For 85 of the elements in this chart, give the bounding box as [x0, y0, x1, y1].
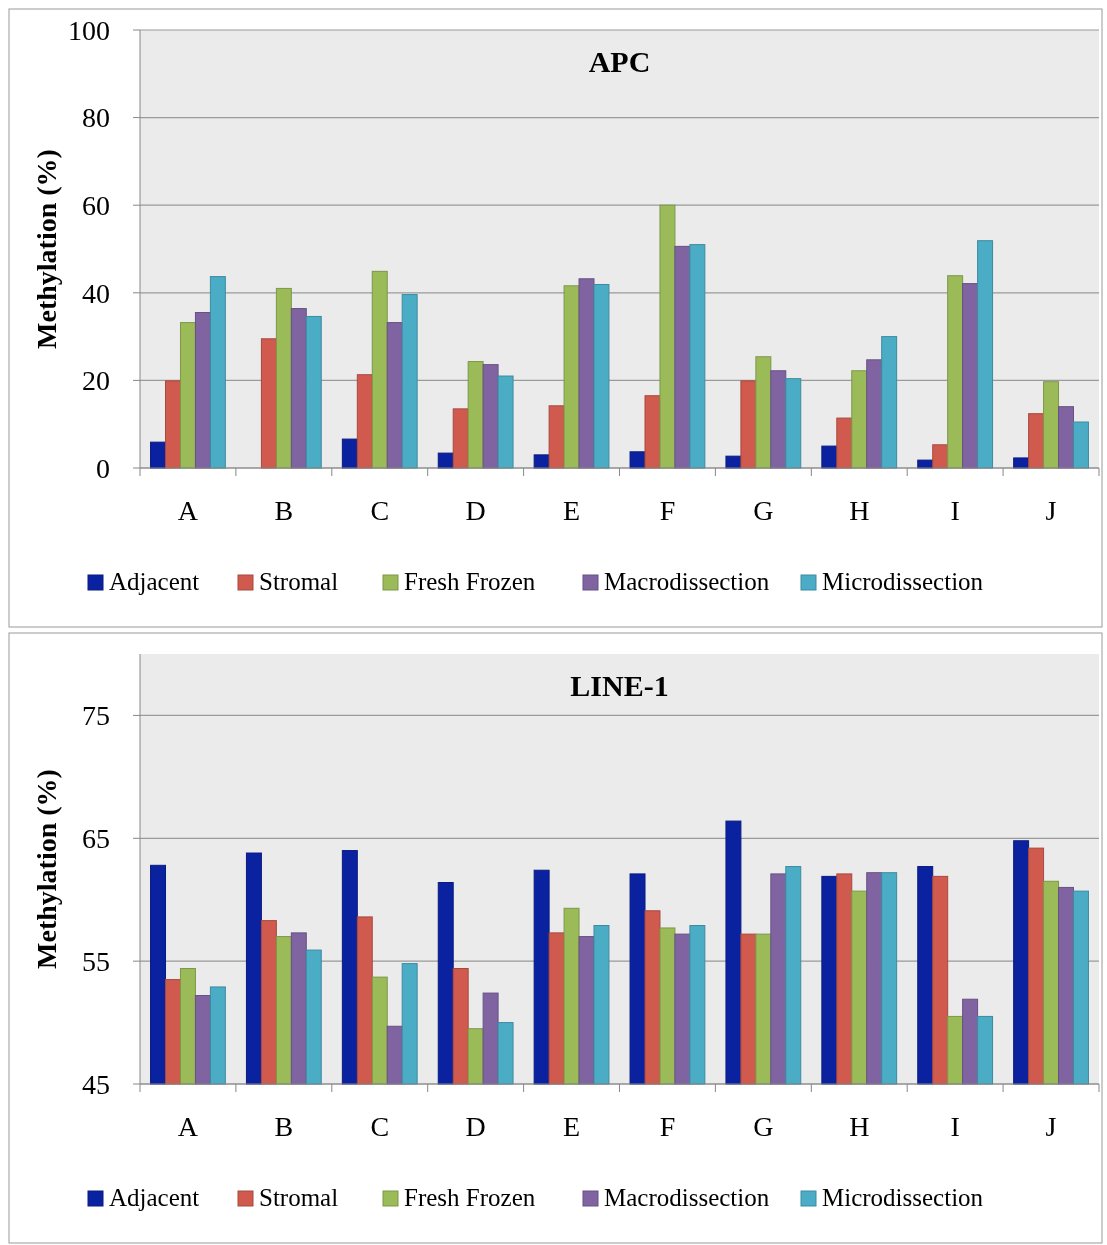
- bar: [275, 287, 292, 469]
- bar: [401, 294, 418, 469]
- legend-label: Microdissection: [822, 568, 984, 595]
- bar: [755, 356, 772, 469]
- bar: [482, 364, 499, 469]
- bar: [593, 283, 610, 469]
- bar: [371, 270, 388, 469]
- bar: [497, 375, 514, 469]
- legend-label: Microdissection: [822, 1184, 984, 1211]
- x-tick-label: A: [177, 495, 199, 526]
- x-tick-label: D: [465, 495, 486, 526]
- x-tick-label: J: [1045, 495, 1057, 526]
- x-tick-label: F: [659, 1111, 676, 1142]
- legend-label: Adjacent: [109, 568, 200, 595]
- bar: [165, 380, 181, 469]
- x-tick-label: A: [177, 1111, 199, 1142]
- bar: [881, 336, 898, 469]
- bar: [1058, 406, 1074, 469]
- y-axis-title: Methylation (%): [31, 769, 62, 969]
- bar: [209, 276, 226, 469]
- y-tick-label: 0: [96, 452, 110, 484]
- bar: [356, 374, 373, 469]
- bar: [836, 417, 853, 469]
- bar: [866, 359, 883, 469]
- y-tick-label: 45: [82, 1068, 110, 1100]
- legend-label: Stromal: [259, 568, 339, 595]
- bar: [260, 338, 277, 469]
- y-tick-label: 80: [82, 102, 110, 134]
- x-tick-label: C: [370, 495, 390, 526]
- y-tick-label: 40: [82, 277, 110, 309]
- bar: [1072, 421, 1089, 469]
- x-tick-label: H: [849, 495, 870, 526]
- x-tick-label: J: [1045, 1111, 1057, 1142]
- y-tick-label: 75: [82, 700, 110, 732]
- bar: [962, 283, 979, 469]
- y-tick-label: 20: [82, 365, 110, 397]
- x-tick-label: I: [950, 1111, 960, 1142]
- bar: [1043, 381, 1060, 469]
- bar: [785, 378, 802, 469]
- y-tick-label: 60: [82, 190, 110, 221]
- bar: [770, 370, 787, 469]
- x-tick-label: B: [274, 495, 294, 526]
- x-tick-label: G: [753, 495, 774, 526]
- bar: [305, 315, 322, 469]
- bar: [977, 240, 994, 469]
- bar: [578, 278, 595, 469]
- bar: [740, 380, 757, 469]
- bar: [689, 244, 706, 469]
- x-tick-label: H: [849, 1111, 870, 1142]
- x-tick-label: G: [753, 1111, 774, 1142]
- legend-label: Stromal: [259, 1184, 339, 1211]
- legend-label: Adjacent: [109, 1184, 200, 1211]
- bar: [179, 322, 196, 469]
- x-tick-label: F: [659, 495, 676, 526]
- x-tick-label: D: [465, 1111, 486, 1142]
- bar: [659, 204, 676, 469]
- legend-label: Fresh Frozen: [404, 568, 536, 595]
- legend-label: Macrodissection: [604, 1184, 770, 1211]
- x-tick-label: C: [370, 1111, 390, 1142]
- x-tick-label: E: [563, 1111, 581, 1142]
- bar: [1028, 413, 1045, 469]
- bar: [674, 245, 691, 469]
- bar: [947, 275, 964, 469]
- x-tick-label: I: [950, 495, 960, 526]
- bar: [851, 370, 868, 469]
- text: APC: [588, 45, 651, 78]
- y-tick-label: 100: [68, 14, 110, 46]
- bar: [290, 308, 307, 469]
- bar: [644, 395, 661, 469]
- bar: [341, 438, 358, 469]
- legend-label: Macrodissection: [604, 568, 770, 595]
- bar: [821, 445, 838, 469]
- text: LINE-1: [570, 669, 669, 702]
- bar: [932, 444, 949, 469]
- bar: [548, 405, 565, 469]
- y-tick-label: 65: [82, 823, 110, 855]
- x-tick-label: B: [274, 1111, 294, 1142]
- y-tick-label: 55: [82, 945, 110, 977]
- legend-label: Fresh Frozen: [404, 1184, 536, 1211]
- bar: [194, 312, 211, 469]
- bar: [563, 285, 580, 469]
- bar: [452, 408, 469, 469]
- x-tick-label: E: [563, 495, 581, 526]
- bar: [386, 322, 403, 469]
- y-axis-title: Methylation (%): [31, 149, 62, 349]
